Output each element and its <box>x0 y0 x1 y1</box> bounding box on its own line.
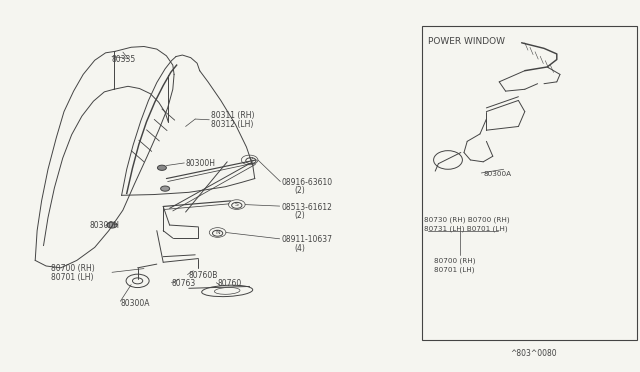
Text: S: S <box>235 202 239 207</box>
Circle shape <box>157 165 166 170</box>
Text: V: V <box>249 157 253 163</box>
Text: 80311 (RH): 80311 (RH) <box>211 111 255 120</box>
Text: 80300A: 80300A <box>120 299 150 308</box>
Text: (2): (2) <box>294 186 305 195</box>
Text: 80300H: 80300H <box>186 159 216 168</box>
Circle shape <box>495 167 504 172</box>
Text: 08911-10637: 08911-10637 <box>282 235 333 244</box>
Circle shape <box>107 222 117 228</box>
Text: 80760: 80760 <box>218 279 242 288</box>
Text: 80701 (LH): 80701 (LH) <box>434 266 475 273</box>
Text: ^803^0080: ^803^0080 <box>510 349 557 358</box>
Text: (4): (4) <box>294 244 305 253</box>
Text: 80300A: 80300A <box>483 171 511 177</box>
Text: 80300H: 80300H <box>90 221 120 230</box>
Text: 80312 (LH): 80312 (LH) <box>211 120 253 129</box>
Text: 80701 (LH): 80701 (LH) <box>51 273 93 282</box>
Text: 80335: 80335 <box>112 55 136 64</box>
Text: 80763: 80763 <box>172 279 196 288</box>
Text: POWER WINDOW: POWER WINDOW <box>428 37 504 46</box>
Text: N: N <box>215 230 220 235</box>
Text: 80760B: 80760B <box>189 271 218 280</box>
Text: 08513-61612: 08513-61612 <box>282 203 332 212</box>
Text: 80700 (RH): 80700 (RH) <box>51 264 95 273</box>
Text: 08916-63610: 08916-63610 <box>282 178 333 187</box>
Circle shape <box>161 186 170 191</box>
Text: 80730 (RH) B0700 (RH): 80730 (RH) B0700 (RH) <box>424 216 510 223</box>
Text: 80731 (LH) B0701 (LH): 80731 (LH) B0701 (LH) <box>424 225 508 232</box>
Text: 80700 (RH): 80700 (RH) <box>434 257 475 264</box>
Text: (2): (2) <box>294 211 305 220</box>
Bar <box>422 26 637 340</box>
